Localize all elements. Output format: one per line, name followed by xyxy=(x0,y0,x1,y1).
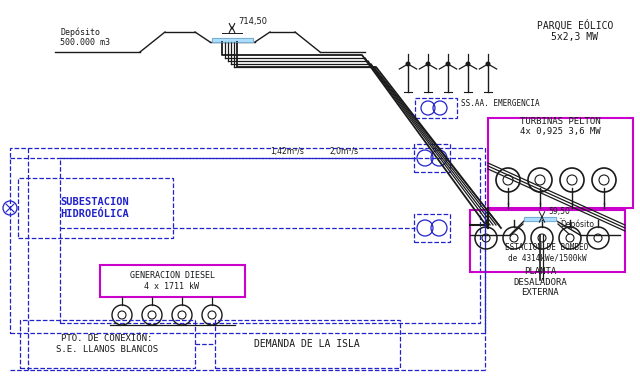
Bar xyxy=(18,178,173,238)
Text: PTO. DE CONEXIÓN:
S.E. LLANOS BLANCOS: PTO. DE CONEXIÓN: S.E. LLANOS BLANCOS xyxy=(56,334,158,354)
Text: 714,50: 714,50 xyxy=(238,17,267,26)
Text: ESTACION DE BOMBEO
de 4314kWe/1500kW: ESTACION DE BOMBEO de 4314kWe/1500kW xyxy=(506,243,589,262)
Bar xyxy=(215,320,400,368)
Text: 1,42m³/s: 1,42m³/s xyxy=(270,147,304,156)
Text: 2,0m³/s: 2,0m³/s xyxy=(330,147,359,156)
Text: PLANTA
DESALADORA
EXTERNA: PLANTA DESALADORA EXTERNA xyxy=(513,267,567,297)
Bar xyxy=(470,210,625,272)
Text: DEMANDA DE LA ISLA: DEMANDA DE LA ISLA xyxy=(254,339,360,349)
Text: GENERACION DIESEL
4 x 1711 kW: GENERACION DIESEL 4 x 1711 kW xyxy=(129,271,214,291)
Text: ...: ... xyxy=(558,212,565,221)
Polygon shape xyxy=(212,38,253,42)
Text: Depósito: Depósito xyxy=(560,219,594,229)
Text: 59,50: 59,50 xyxy=(548,207,570,216)
Text: Depósito
500.000 m3: Depósito 500.000 m3 xyxy=(60,27,110,47)
Bar xyxy=(60,158,480,323)
Circle shape xyxy=(486,62,490,66)
Text: SUBESTACION
HIDROEÓLICA: SUBESTACION HIDROEÓLICA xyxy=(61,197,129,219)
Text: PARQUE EÓLICO
5x2,3 MW: PARQUE EÓLICO 5x2,3 MW xyxy=(537,19,613,42)
Bar xyxy=(10,148,485,333)
Bar xyxy=(488,118,633,208)
Circle shape xyxy=(406,62,410,66)
Circle shape xyxy=(466,62,470,66)
Bar xyxy=(100,265,245,297)
Polygon shape xyxy=(524,217,556,221)
Bar xyxy=(414,144,450,172)
Text: TURBINAS PELTON
4x 0,925 3,6 MW: TURBINAS PELTON 4x 0,925 3,6 MW xyxy=(520,117,600,136)
Text: SS.AA. EMERGENCIA: SS.AA. EMERGENCIA xyxy=(461,99,540,108)
Circle shape xyxy=(446,62,450,66)
Circle shape xyxy=(426,62,430,66)
Bar xyxy=(415,98,457,118)
Bar xyxy=(20,320,195,368)
Bar xyxy=(414,214,450,242)
